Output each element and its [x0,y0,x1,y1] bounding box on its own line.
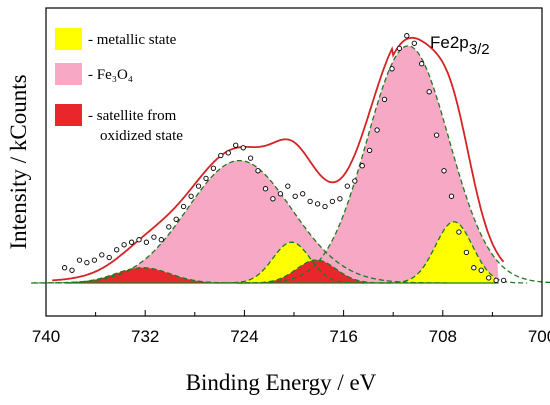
data-point [456,229,462,235]
peak-fill [64,221,499,283]
x-axis-ticks: 740 732 724 716 708 700 [32,310,550,346]
data-point [441,168,447,174]
data-point [337,196,343,202]
data-point [114,247,120,253]
data-point [218,152,224,159]
legend-label: oxidized state [100,128,183,144]
annotation-label: Fe2p3/2 [430,33,490,58]
data-point [136,237,142,243]
fit-envelope [52,36,505,282]
data-point [173,216,179,222]
data-point [121,242,127,248]
component-outline [31,159,447,284]
data-point [322,203,328,210]
data-point [389,66,395,72]
data-point [352,178,358,184]
data-point [329,198,336,205]
data-point [381,96,388,103]
data-point [344,183,350,189]
data-point [448,193,455,199]
legend-label: - Fe₃O₄ [88,67,133,83]
data-point [426,89,432,95]
peak-fill [64,242,499,283]
component-outline [237,259,395,284]
data-point [419,61,425,67]
x-tick-label: 708 [429,327,457,346]
peak-fill [64,267,499,283]
data-point [471,265,477,271]
data-point [195,183,202,189]
data-point [151,234,157,240]
component-outline [217,241,365,284]
peak-fill [64,260,499,283]
data-point [210,165,217,171]
data-point [247,155,254,161]
data-point [128,239,135,245]
annotation-main: Fe2p [430,33,469,52]
data-point [166,224,172,230]
data-point [493,277,499,284]
data-points [61,33,507,284]
data-point [270,196,276,202]
data-point [99,252,105,258]
data-point [433,132,440,138]
data-point [262,186,269,192]
data-point [300,191,306,197]
data-point [314,201,321,207]
data-point [396,45,403,52]
data-point [277,191,284,197]
data-point [69,267,75,273]
x-tick-label: 732 [131,327,159,346]
data-point [188,193,194,199]
data-point [233,142,239,148]
data-point [76,257,83,263]
data-point [404,33,410,39]
data-point [463,249,470,256]
data-point [285,183,291,189]
data-point [359,163,365,169]
peak-fill [64,160,499,283]
data-point [255,168,261,174]
data-point [486,275,492,281]
data-point [203,175,209,182]
legend-swatch [55,28,82,50]
legend-swatch [55,104,82,126]
data-point [478,267,484,273]
data-point [411,40,417,46]
legend: - metallic state - Fe₃O₄ - satellite from o… [55,28,183,144]
legend-swatch [55,63,82,85]
x-tick-label: 724 [230,327,258,346]
peak-fill [64,45,499,283]
y-axis-title: Intensity / kCounts [6,74,31,249]
data-point [500,277,507,284]
x-tick-label: 700 [528,327,550,346]
peak-annotation: Fe2p3/2 [430,33,490,58]
fit-lines [31,36,550,284]
legend-label: - satellite from [88,108,177,124]
data-point [307,198,313,205]
data-point [240,145,246,151]
data-point [374,127,380,133]
data-point [180,203,187,210]
data-point [106,254,112,261]
data-point [143,239,150,245]
x-tick-label: 716 [329,327,357,346]
component-outline [244,45,550,284]
data-point [158,237,164,243]
peak-fills [64,45,499,283]
data-point [91,257,98,263]
x-tick-label: 740 [32,327,60,346]
data-point [292,193,298,199]
data-point [84,259,90,266]
data-point [225,150,231,156]
x-axis-title: Binding Energy / eV [186,370,377,395]
data-point [61,265,68,271]
data-point [366,147,373,154]
legend-label: - metallic state [88,32,177,48]
annotation-sub: 3/2 [469,41,490,58]
